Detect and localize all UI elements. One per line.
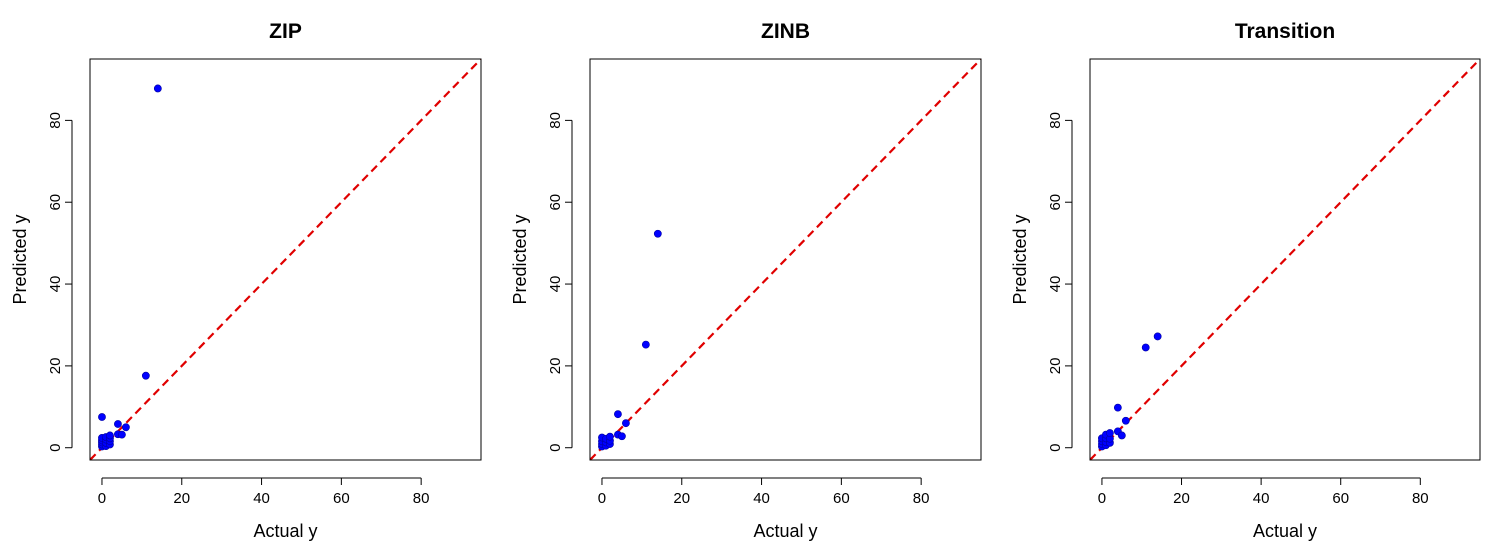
y-tick-label: 40 [1047, 276, 1064, 293]
reference-line [90, 59, 481, 460]
data-point [1105, 429, 1114, 437]
data-point [141, 371, 150, 380]
x-tick-label: 0 [1098, 490, 1106, 507]
data-point [1153, 332, 1162, 341]
x-axis-label: Actual y [1253, 521, 1317, 541]
plot-frame [1089, 58, 1481, 461]
data-point [1113, 403, 1122, 412]
y-tick-label: 80 [1047, 112, 1064, 129]
y-tick-label: 60 [547, 194, 564, 211]
x-tick-label: 40 [1253, 490, 1270, 507]
y-tick-label: 20 [1047, 358, 1064, 375]
reference-line [1090, 59, 1480, 460]
x-tick-label: 80 [913, 490, 930, 507]
x-tick-label: 20 [173, 490, 190, 507]
data-point [106, 431, 114, 440]
data-point [641, 340, 650, 349]
x-tick-label: 40 [253, 490, 270, 507]
data-point [606, 432, 614, 441]
data-point [1117, 431, 1126, 440]
data-point [153, 84, 162, 93]
x-tick-label: 60 [1332, 490, 1349, 507]
y-tick-label: 20 [47, 358, 64, 375]
panel-2: ZINB 0 20 40 60 80 0 20 40 60 80 Actual y Predicted … [510, 20, 982, 541]
y-tick-label: 40 [547, 276, 564, 293]
x-tick-label: 40 [753, 490, 770, 507]
data-point [618, 432, 626, 441]
x-tick-label: 0 [98, 490, 106, 507]
y-tick-label: 0 [547, 444, 564, 452]
panel-title: ZINB [761, 20, 810, 43]
reference-line [590, 59, 981, 460]
y-axis-label: Predicted y [510, 214, 530, 304]
y-tick-label: 20 [547, 358, 564, 375]
y-tick-label: 40 [47, 276, 64, 293]
y-axis-label: Predicted y [10, 214, 30, 304]
data-point [122, 423, 130, 432]
x-tick-label: 0 [598, 490, 606, 507]
x-axis-label: Actual y [253, 521, 317, 541]
y-tick-label: 80 [547, 112, 564, 129]
plot-frame [89, 58, 482, 461]
data-point [1141, 343, 1150, 352]
data-point [1121, 416, 1130, 425]
data-point [118, 430, 126, 439]
data-point [622, 419, 630, 428]
x-tick-label: 20 [673, 490, 690, 507]
data-point [114, 420, 122, 428]
y-tick-label: 60 [47, 194, 64, 211]
data-point [614, 410, 622, 419]
y-tick-label: 80 [47, 112, 64, 129]
data-point [98, 413, 106, 421]
x-axis-label: Actual y [753, 521, 817, 541]
x-tick-label: 60 [833, 490, 850, 507]
panel-title: Transition [1235, 20, 1335, 43]
plot-frame [589, 58, 982, 461]
panel-3: Transition 0 20 40 60 80 0 20 40 60 80 Actual y Pred… [1010, 20, 1481, 541]
y-tick-label: 0 [1047, 444, 1064, 452]
y-tick-label: 60 [1047, 194, 1064, 211]
x-tick-label: 80 [1412, 490, 1429, 507]
x-tick-label: 80 [413, 490, 430, 507]
panel-title: ZIP [269, 20, 302, 43]
panel-1: ZIP 0 20 40 60 80 0 20 40 60 80 Actual y Predicted y [10, 20, 482, 541]
x-tick-label: 60 [333, 490, 350, 507]
y-axis-label: Predicted y [1010, 214, 1030, 304]
data-point [653, 229, 662, 238]
y-tick-label: 0 [47, 444, 64, 452]
x-tick-label: 20 [1173, 490, 1190, 507]
